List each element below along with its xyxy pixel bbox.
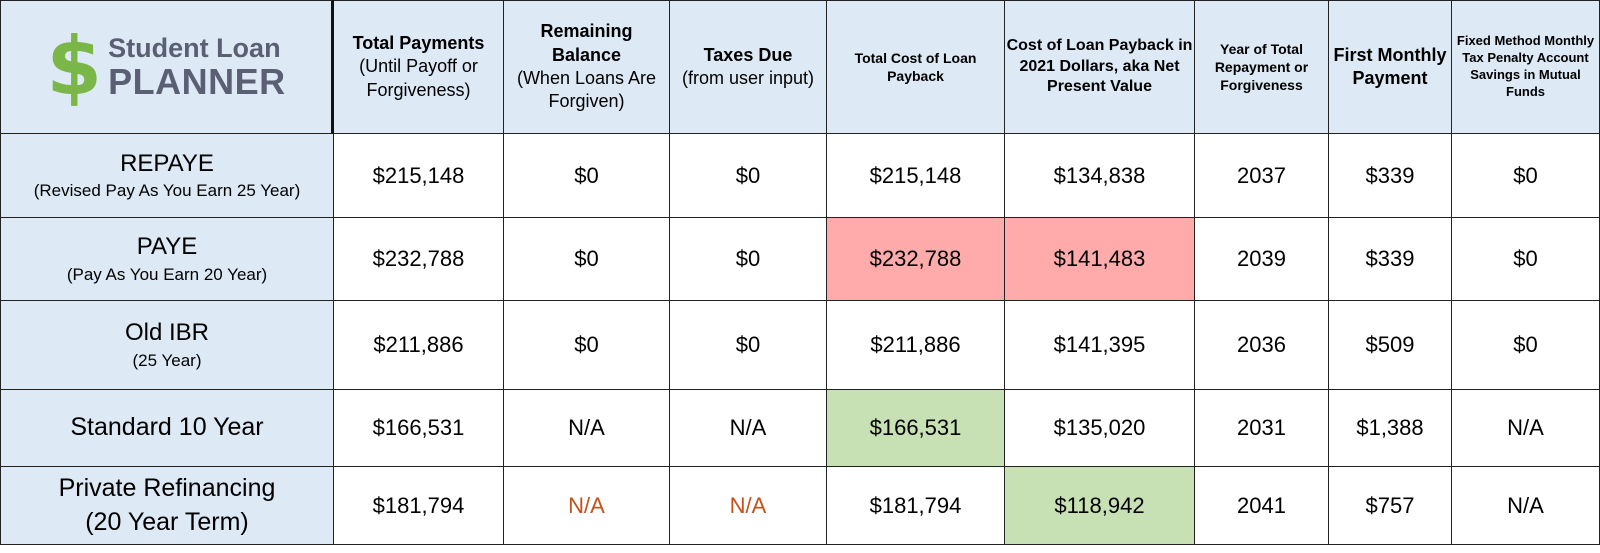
header-npv: Cost of Loan Payback in 2021 Dollars, ak… bbox=[1005, 0, 1195, 134]
table-cell: $0 bbox=[504, 218, 670, 301]
logo-cell: $ Student Loan PLANNER bbox=[0, 0, 334, 134]
row-label-standard-10-year: Standard 10 Year bbox=[0, 390, 334, 467]
table-cell: $181,794 bbox=[827, 467, 1005, 545]
table-cell: N/A bbox=[504, 390, 670, 467]
table-cell: 2031 bbox=[1195, 390, 1329, 467]
table-cell: $0 bbox=[670, 301, 827, 390]
highlight-cell-best: $118,942 bbox=[1005, 467, 1195, 545]
table-cell: $166,531 bbox=[334, 390, 504, 467]
table-cell: $0 bbox=[670, 134, 827, 218]
table-cell: N/A bbox=[1452, 467, 1600, 545]
table-cell: 2036 bbox=[1195, 301, 1329, 390]
table-cell: $757 bbox=[1329, 467, 1452, 545]
row-label-old-ibr: Old IBR (25 Year) bbox=[0, 301, 334, 390]
header-total-cost: Total Cost of Loan Payback bbox=[827, 0, 1005, 134]
na-warning-cell: N/A bbox=[670, 467, 827, 545]
footer-disclaimer-cut-off bbox=[0, 545, 1600, 553]
table-cell: $0 bbox=[670, 218, 827, 301]
header-first-monthly-payment: First Monthly Payment bbox=[1329, 0, 1452, 134]
table-cell: $0 bbox=[504, 134, 670, 218]
student-loan-planner-logo: $ Student Loan PLANNER bbox=[46, 27, 285, 107]
table-cell: $509 bbox=[1329, 301, 1452, 390]
logo-text-bottom: PLANNER bbox=[108, 60, 286, 102]
table-cell: $181,794 bbox=[334, 467, 504, 545]
table-cell: 2037 bbox=[1195, 134, 1329, 218]
table-cell: $211,886 bbox=[827, 301, 1005, 390]
table-cell: 2039 bbox=[1195, 218, 1329, 301]
table-cell: 2041 bbox=[1195, 467, 1329, 545]
table-cell: $215,148 bbox=[334, 134, 504, 218]
dollar-sign-icon: $ bbox=[46, 20, 103, 113]
row-label-paye: PAYE (Pay As You Earn 20 Year) bbox=[0, 218, 334, 301]
table-cell: $0 bbox=[504, 301, 670, 390]
table-cell: $141,395 bbox=[1005, 301, 1195, 390]
row-label-private-refinancing: Private Refinancing (20 Year Term) bbox=[0, 467, 334, 545]
table-cell: $0 bbox=[1452, 301, 1600, 390]
table-cell: N/A bbox=[670, 390, 827, 467]
highlight-cell-worst: $232,788 bbox=[827, 218, 1005, 301]
header-taxes-due: Taxes Due (from user input) bbox=[670, 0, 827, 134]
table-cell: $339 bbox=[1329, 218, 1452, 301]
highlight-cell-best: $166,531 bbox=[827, 390, 1005, 467]
na-warning-cell: N/A bbox=[504, 467, 670, 545]
row-label-repaye: REPAYE (Revised Pay As You Earn 25 Year) bbox=[0, 134, 334, 218]
table-cell: $232,788 bbox=[334, 218, 504, 301]
highlight-cell-worst: $141,483 bbox=[1005, 218, 1195, 301]
table-cell: $339 bbox=[1329, 134, 1452, 218]
logo-text-top: Student Loan bbox=[108, 32, 281, 63]
table-cell: $0 bbox=[1452, 134, 1600, 218]
table-cell: $215,148 bbox=[827, 134, 1005, 218]
table-cell: $0 bbox=[1452, 218, 1600, 301]
table-cell: $134,838 bbox=[1005, 134, 1195, 218]
header-total-payments: Total Payments (Until Payoff or Forgivene… bbox=[334, 0, 504, 134]
header-tax-penalty-savings: Fixed Method Monthly Tax Penalty Account… bbox=[1452, 0, 1600, 134]
table-cell: $211,886 bbox=[334, 301, 504, 390]
header-year-of-repayment: Year of Total Repayment or Forgiveness bbox=[1195, 0, 1329, 134]
table-cell: $135,020 bbox=[1005, 390, 1195, 467]
table-cell: N/A bbox=[1452, 390, 1600, 467]
table-cell: $1,388 bbox=[1329, 390, 1452, 467]
header-remaining-balance: Remaining Balance (When Loans Are Forgive… bbox=[504, 0, 670, 134]
